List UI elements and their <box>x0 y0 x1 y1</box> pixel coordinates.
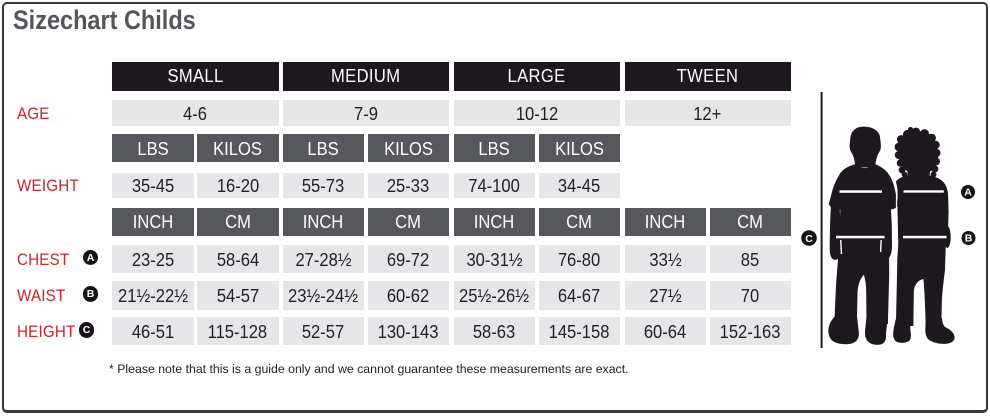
svg-text:B: B <box>965 233 973 245</box>
svg-text:A: A <box>964 187 972 199</box>
svg-text:C: C <box>805 233 813 245</box>
